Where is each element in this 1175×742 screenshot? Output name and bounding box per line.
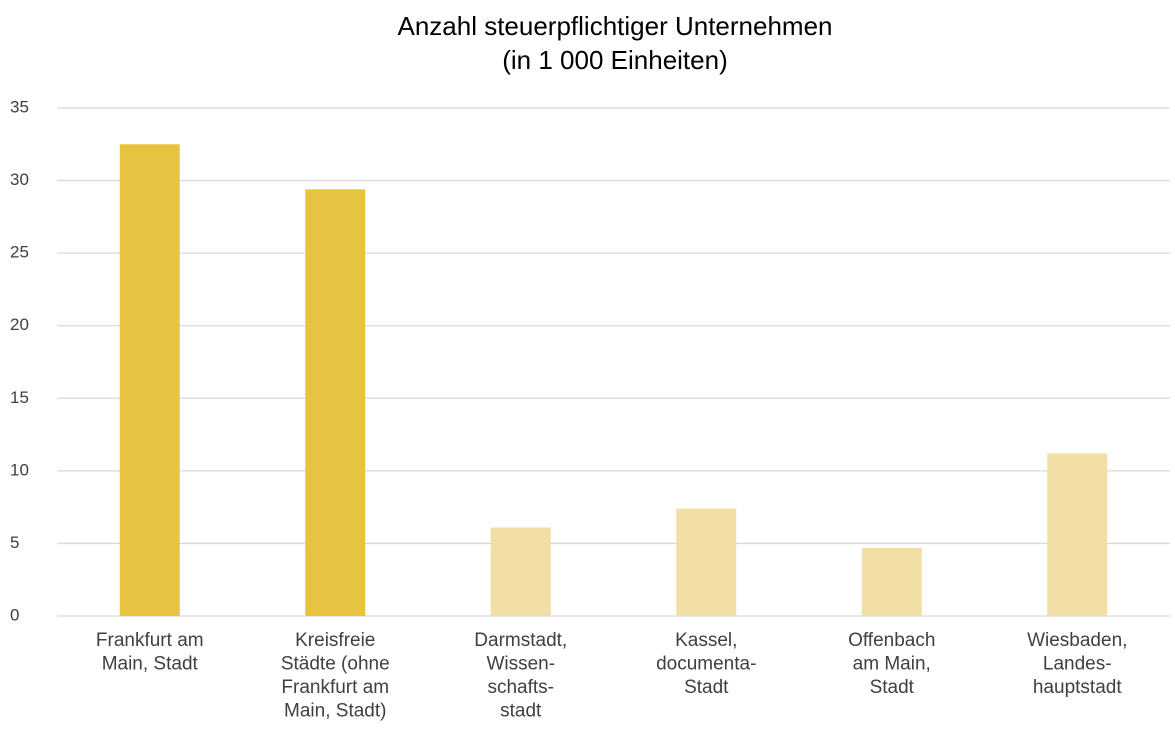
- y-tick-label: 5: [10, 533, 19, 552]
- bar: [305, 189, 366, 616]
- x-tick-label: hauptstadt: [1033, 677, 1122, 698]
- x-tick-label: Wiesbaden,: [1027, 630, 1127, 651]
- y-tick-label: 25: [10, 243, 29, 262]
- bar: [676, 508, 737, 616]
- y-tick-label: 10: [10, 460, 29, 479]
- x-tick-label: Frankfurt am: [96, 630, 204, 651]
- x-tick-label: schafts-: [487, 677, 554, 698]
- y-tick-label: 35: [10, 97, 29, 116]
- x-tick-label: documenta-: [656, 654, 756, 675]
- x-tick-label: am Main,: [853, 654, 931, 675]
- bar: [490, 527, 551, 616]
- y-tick-label: 0: [10, 605, 19, 624]
- x-tick-label: Kassel,: [675, 630, 737, 651]
- y-tick-label: 15: [10, 388, 29, 407]
- x-tick-label: Darmstadt,: [474, 630, 567, 651]
- y-tick-label: 30: [10, 170, 29, 189]
- x-tick-label: Frankfurt am: [281, 677, 389, 698]
- chart-title: Anzahl steuerpflichtiger Unternehmen: [397, 11, 832, 41]
- bar: [119, 144, 180, 617]
- x-tick-label: Stadt: [870, 677, 915, 698]
- x-tick-label: Wissen-: [486, 654, 555, 675]
- x-tick-label: stadt: [500, 701, 542, 722]
- chart-subtitle: (in 1 000 Einheiten): [502, 45, 727, 75]
- x-tick-label: Offenbach: [848, 630, 935, 651]
- x-tick-label: Main, Stadt): [284, 701, 386, 722]
- x-tick-label: Main, Stadt: [102, 654, 199, 675]
- x-tick-label: Landes-: [1043, 654, 1112, 675]
- y-tick-label: 20: [10, 315, 29, 334]
- x-tick-label: Kreisfreie: [295, 630, 375, 651]
- bar: [1047, 453, 1108, 616]
- x-tick-label: Stadt: [684, 677, 729, 698]
- x-tick-label: Städte (ohne: [281, 654, 390, 675]
- bar: [861, 547, 922, 616]
